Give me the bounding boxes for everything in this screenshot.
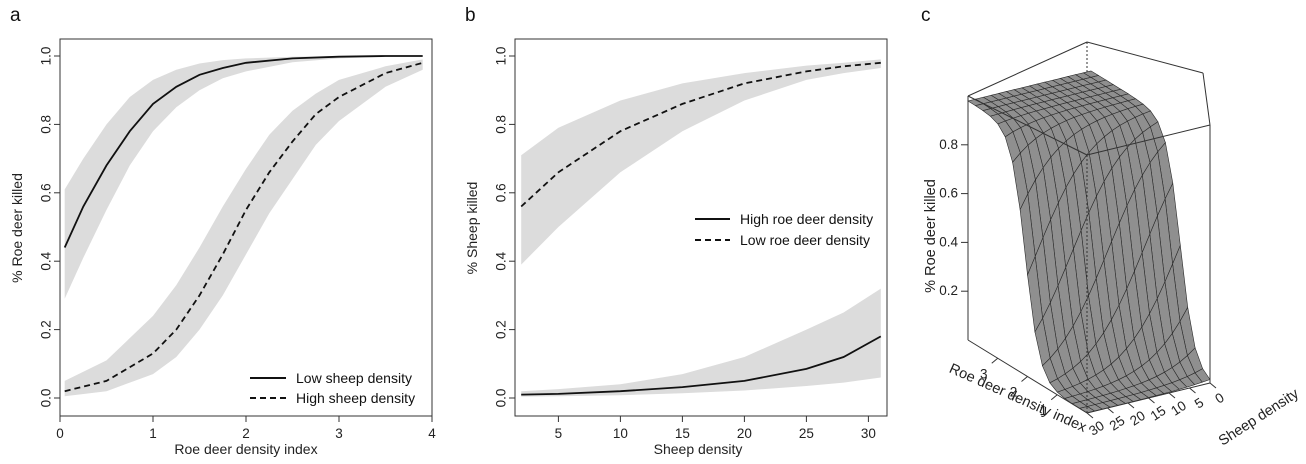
panel-b-x-tick-label: 25 <box>799 426 814 441</box>
panel-b-y-tick-label: 0.4 <box>494 251 509 270</box>
panel-c-y-tick-mark <box>1209 382 1217 389</box>
panel-c-y-tick-label: 20 <box>1127 408 1148 429</box>
panel-c-y-tick-mark <box>1168 392 1176 399</box>
panel-a-x-tick-label: 4 <box>428 426 436 441</box>
panel-c-z-tick-label: 0.2 <box>939 283 958 298</box>
panel-a-x-tick-label: 2 <box>242 426 250 441</box>
panel-c-z-tick-label: 0.4 <box>939 234 958 249</box>
panel-a-series-line-1 <box>63 55 423 248</box>
panel-b-x-tick-label: 15 <box>675 426 690 441</box>
panel-b-y-tick-label: 1.0 <box>494 47 509 66</box>
panel-a-y-tick-label: 1.0 <box>39 47 54 66</box>
panel-a-x-tick-label: 0 <box>56 426 64 441</box>
panel-c-x-tick-mark <box>1021 376 1028 382</box>
panel-c-y-tick-label: 15 <box>1148 403 1169 424</box>
panel-a-x-tick-label: 3 <box>335 426 343 441</box>
panel-a-y-axis-label: % Roe deer killed <box>9 173 25 283</box>
panel-c-y-tick-mark <box>1148 397 1155 404</box>
panel-b-legend-label-1: High roe deer density <box>740 211 873 227</box>
panel-b-x-axis-label: Sheep density <box>654 441 743 457</box>
panel-c-z-tick-label: 0.6 <box>939 186 958 201</box>
panel-b-x-tick-label: 5 <box>555 426 563 441</box>
panel-c-box-edge <box>967 41 1088 97</box>
panel-c-x-tick-mark <box>1050 394 1058 401</box>
panel-c-x-tick-mark <box>991 357 999 364</box>
panel-a-y-tick-label: 0.0 <box>39 389 54 408</box>
panel-c-y-tick-mark <box>1189 387 1196 394</box>
panel-a-legend-label-2: High sheep density <box>296 390 415 406</box>
panel-a-y-tick-label: 0.4 <box>39 251 54 270</box>
panel-c-y-tick-label: 5 <box>1192 395 1206 412</box>
panel-b: 5 10 15 20 25 30 0.0 0.2 0.4 0.6 0.8 1.0 Sheep dens… <box>464 38 888 457</box>
panel-a-x-tick-label: 1 <box>149 426 157 441</box>
panel-b-legend: High roe deer density Low roe deer densi… <box>695 211 873 248</box>
panel-a-legend: Low sheep density High sheep density <box>250 370 415 406</box>
panel-c-box-edge <box>967 95 1088 156</box>
panel-a-ci-band-2 <box>64 59 423 397</box>
panel-b-y-tick-label: 0.0 <box>494 389 509 408</box>
panel-b-x-tick-label: 30 <box>861 426 876 441</box>
panel-c-y-tick-label: 25 <box>1107 413 1128 434</box>
panel-c-y-tick-mark <box>1107 407 1114 414</box>
panel-a-legend-label-1: Low sheep density <box>296 370 412 386</box>
panel-b-series-line-2 <box>520 61 881 208</box>
panel-c-x-tick-label: 1 <box>1039 403 1047 418</box>
panel-b-series-line-1 <box>521 335 882 396</box>
panel-c-z-tick-label: 0.8 <box>939 137 958 152</box>
panel-c-y-tick-mark <box>1086 412 1094 419</box>
panel-b-letter: b <box>465 5 476 26</box>
panel-a-x-axis-label: Roe deer density index <box>174 441 317 457</box>
panel-c-y-tick-label: 0 <box>1212 390 1226 407</box>
panel-b-x-tick-label: 10 <box>613 426 628 441</box>
panel-c-box-edge <box>1086 124 1211 156</box>
panel-c-box-edge <box>1202 72 1211 126</box>
panel-c-x-tick-label: 3 <box>980 366 988 381</box>
panel-a-letter: a <box>10 5 21 26</box>
panel-a-y-tick-label: 0.2 <box>39 320 54 339</box>
panel-c-z-axis-label: % Roe deer killed <box>923 179 939 293</box>
panel-c-box-edge <box>1086 41 1204 74</box>
panel-a-y-tick-label: 0.6 <box>39 183 54 202</box>
panel-c-y-tick-mark <box>1127 402 1135 409</box>
panel-c-y-axis-label: Sheep density <box>1216 386 1302 450</box>
panel-b-y-tick-label: 0.8 <box>494 115 509 134</box>
panel-a: 0 1 2 3 4 0.0 0.2 0.4 0.6 0.8 1.0 Roe deer density… <box>9 38 436 457</box>
panel-b-legend-label-2: Low roe deer density <box>740 232 870 248</box>
panel-b-ci-band-1 <box>521 288 881 397</box>
panel-c-y-tick-label: 30 <box>1086 418 1107 439</box>
panel-b-x-tick-label: 20 <box>737 426 752 441</box>
panel-b-y-axis-label: % Sheep killed <box>464 182 480 275</box>
panel-a-ci-band-1 <box>64 56 423 299</box>
panel-c-y-tick-label: 10 <box>1168 398 1189 419</box>
panel-b-y-tick-label: 0.6 <box>494 183 509 202</box>
panel-c-x-tick-label: 2 <box>1010 385 1018 400</box>
panel-a-y-tick-label: 0.8 <box>39 115 54 134</box>
panel-c-letter: c <box>921 5 931 26</box>
panel-b-y-tick-label: 0.2 <box>494 320 509 339</box>
panel-b-ci-band-2 <box>521 59 881 265</box>
